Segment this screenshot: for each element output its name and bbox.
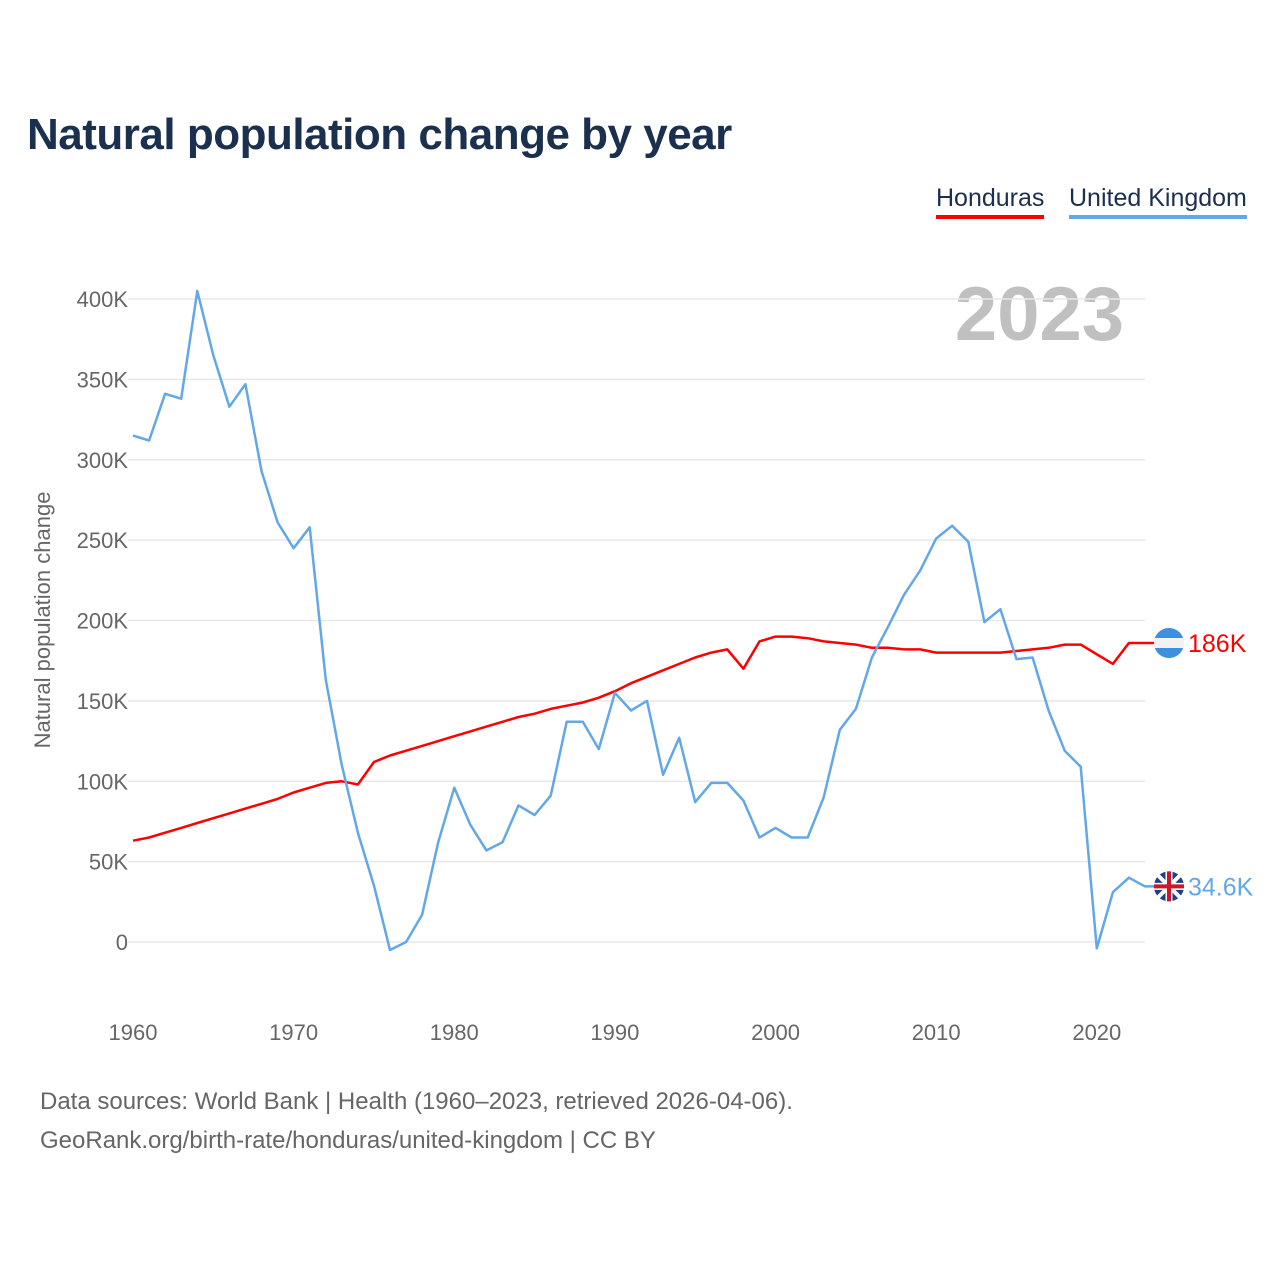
x-tick-label: 1960 (109, 1020, 158, 1045)
series-line-honduras (132, 635, 1155, 842)
x-tick-label: 2020 (1072, 1020, 1121, 1045)
line-chart: 2023 0 50K 100K 150K 200K 250K 300K 350K 400K 1960… (30, 272, 1254, 1045)
series-line-united-kingdom (132, 289, 1155, 952)
x-tick-label: 1980 (430, 1020, 479, 1045)
y-tick-label: 350K (77, 367, 129, 392)
y-tick-label: 0 (116, 930, 128, 955)
y-tick-label: 150K (77, 689, 129, 714)
year-watermark: 2023 (955, 272, 1124, 357)
footer-sources: Data sources: World Bank | Health (1960–… (40, 1088, 793, 1115)
footer-link[interactable]: GeoRank.org/birth-rate/honduras/united-k… (40, 1127, 656, 1154)
x-tick-label: 2000 (751, 1020, 800, 1045)
y-tick-label: 50K (89, 850, 128, 875)
y-tick-label: 250K (77, 528, 129, 553)
x-tick-label: 2010 (912, 1020, 961, 1045)
y-tick-label: 300K (77, 448, 129, 473)
y-axis-label: Natural population change (30, 492, 55, 749)
y-tick-label: 100K (77, 769, 129, 794)
legend-honduras[interactable]: Honduras (936, 184, 1045, 219)
end-value-label: 34.6K (1188, 873, 1254, 901)
y-tick-label: 400K (77, 287, 129, 312)
end-value-label: 186K (1188, 630, 1247, 658)
uk-flag-icon (1154, 871, 1184, 902)
x-tick-label: 1990 (590, 1020, 639, 1045)
legend-united-kingdom[interactable]: United Kingdom (1069, 184, 1247, 219)
x-tick-label: 1970 (269, 1020, 318, 1045)
y-tick-label: 200K (77, 609, 129, 634)
honduras-flag-icon (1154, 638, 1184, 649)
chart-title: Natural population change by year (27, 110, 732, 159)
